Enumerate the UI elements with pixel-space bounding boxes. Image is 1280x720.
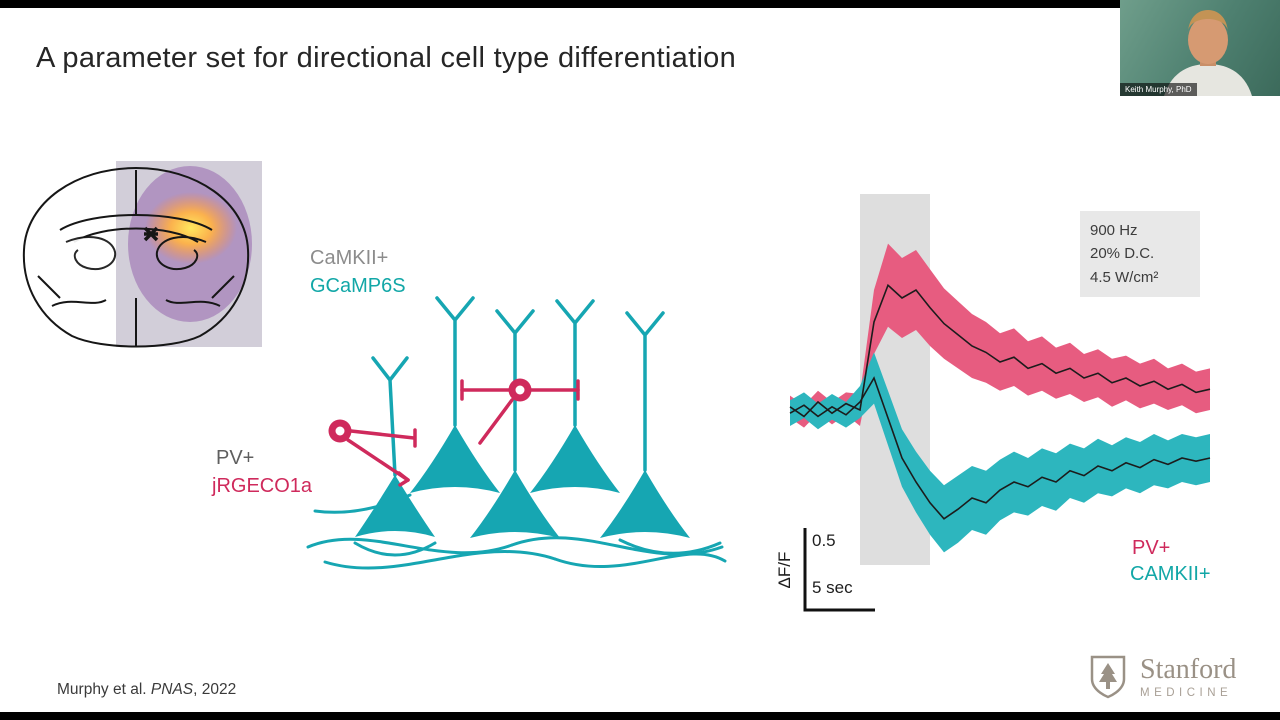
webcam-tile[interactable]: Keith Murphy, PhD bbox=[1120, 0, 1280, 96]
stim-param-frequency: 900 Hz bbox=[1090, 222, 1138, 239]
heatmap-overlay bbox=[116, 161, 262, 347]
logo-wordmark: Stanford bbox=[1140, 653, 1237, 685]
trace-mean-CAMKII+ bbox=[789, 376, 1211, 520]
stim-params-box: 900 Hz 20% D.C. 4.5 W/cm² bbox=[1080, 211, 1200, 297]
presenter-avatar bbox=[1164, 10, 1252, 96]
trace-band-PV+ bbox=[790, 243, 1210, 428]
stanford-logo-icon bbox=[1090, 655, 1126, 699]
scalebar-x-label: 5 sec bbox=[812, 578, 853, 597]
citation-year: , 2022 bbox=[193, 681, 237, 698]
legend-camkii: CAMKII+ bbox=[1130, 563, 1211, 585]
y-axis-label: ΔF/F bbox=[775, 551, 794, 589]
citation-authors: Murphy et al. bbox=[57, 681, 151, 698]
logo-subtitle: MEDICINE bbox=[1140, 686, 1233, 699]
stim-param-duty-cycle: 20% D.C. bbox=[1090, 245, 1155, 263]
pv-interneurons bbox=[328, 378, 580, 487]
label-camkii: CaMKII+ bbox=[310, 247, 389, 269]
citation: Murphy et al. PNAS, 2022 bbox=[57, 681, 236, 699]
pyramidal-neurons bbox=[306, 296, 727, 570]
injection-site-marker bbox=[143, 226, 159, 242]
scale-bars bbox=[803, 528, 875, 612]
label-jrgeco1a: jRGECO1a bbox=[212, 475, 313, 497]
stanford-medicine-logo: Stanford MEDICINE bbox=[1086, 654, 1236, 700]
legend-pv: PV+ bbox=[1132, 537, 1171, 559]
citation-journal: PNAS bbox=[150, 681, 194, 698]
df-f-trace-chart bbox=[789, 194, 1211, 612]
brain-outline bbox=[22, 166, 250, 348]
label-pv: PV+ bbox=[216, 447, 255, 469]
neuron-circuit-diagram bbox=[306, 296, 727, 570]
trace-band-CAMKII+ bbox=[790, 352, 1210, 553]
trace-mean-PV+ bbox=[789, 283, 1211, 418]
presenter-name-label: Keith Murphy, PhD bbox=[1120, 83, 1197, 96]
scalebar-y-label: 0.5 bbox=[812, 531, 836, 550]
stim-param-power: 4.5 W/cm² bbox=[1090, 268, 1159, 286]
label-gcamp6s: GCaMP6S bbox=[310, 275, 406, 297]
brain-section-figure bbox=[22, 161, 262, 348]
slide-title: A parameter set for directional cell typ… bbox=[36, 42, 737, 74]
pyramidal-somas bbox=[355, 425, 690, 538]
